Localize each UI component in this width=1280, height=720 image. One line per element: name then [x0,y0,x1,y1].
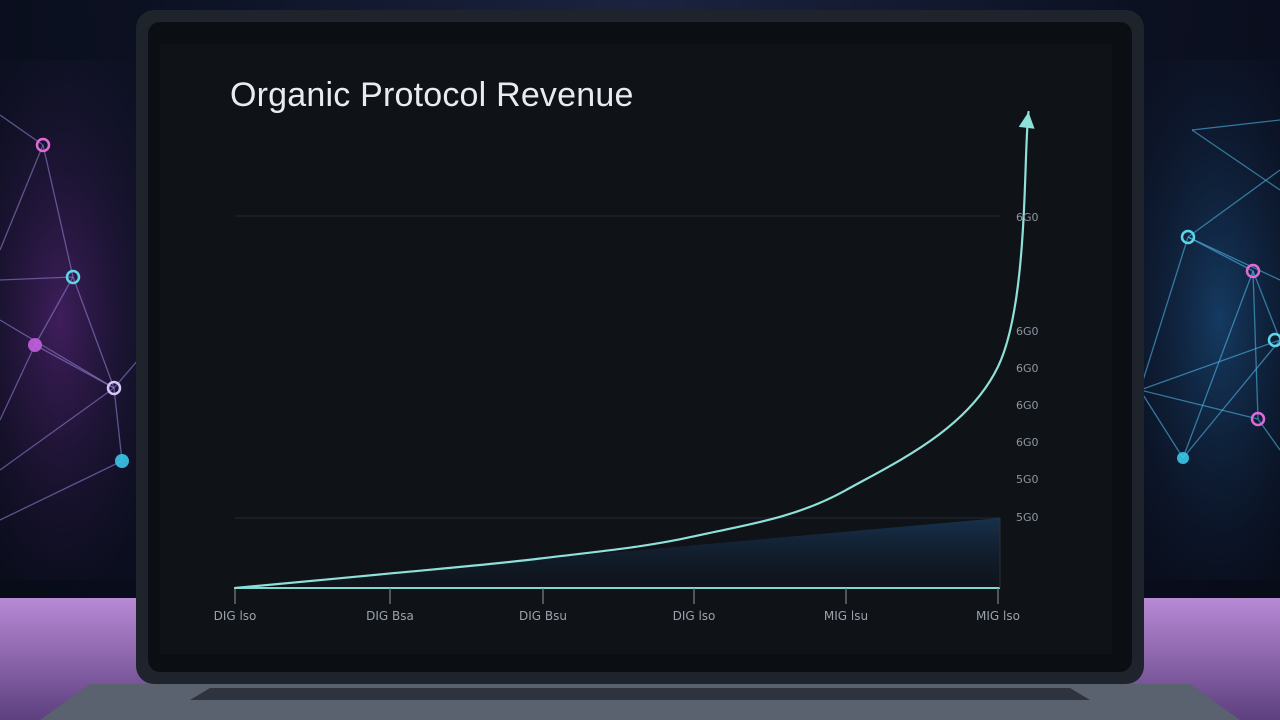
series-line [233,110,1030,590]
left-network-decoration [0,114,139,521]
x-tick-label: DIG Bsu [519,609,567,623]
x-tick-label: MIG lso [976,609,1020,623]
y-tick-label: 5G0 [1016,473,1039,486]
laptop-keyboard-edge [190,688,1090,700]
trend-arrow-icon [1018,112,1035,129]
left-network-nodes [28,137,129,468]
y-tick-label: 5G0 [1016,511,1039,524]
y-tick-label: 6G0 [1016,211,1039,224]
x-tick-label: MIG lsu [823,609,869,623]
right-network-decoration [1139,119,1280,459]
y-tick-label: 6G0 [1016,362,1039,375]
x-tick-label: DIG lso [672,609,716,623]
right-network-nodes [1177,229,1280,464]
x-tick-label: DIG lso [213,609,257,623]
y-tick-label: 6G0 [1016,399,1039,412]
revenue-chart [233,110,1035,604]
y-tick-label: 6G0 [1016,325,1039,338]
x-tick-label: DIG Bsa [366,609,414,623]
y-tick-label: 6G0 [1016,436,1039,449]
chart-title: Organic Protocol Revenue [230,76,634,114]
x-tick-marks [234,588,999,604]
